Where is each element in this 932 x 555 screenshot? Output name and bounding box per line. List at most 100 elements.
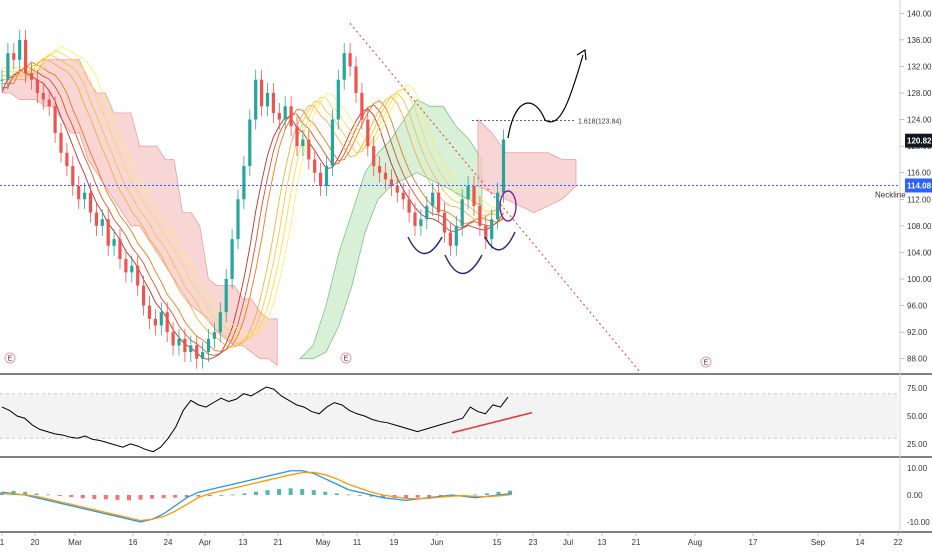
candle-body <box>65 152 69 167</box>
trendline-down <box>349 22 641 373</box>
macd-histogram-bar <box>254 491 258 495</box>
candle-body <box>395 186 399 193</box>
macd-histogram-bar <box>311 490 316 495</box>
breakout-circle <box>499 190 517 222</box>
macd-histogram-bar <box>57 495 62 497</box>
candle-body <box>431 192 435 206</box>
head-arc <box>444 254 483 274</box>
price-axis-label: 116.00 <box>907 169 931 178</box>
candle-body <box>319 172 323 186</box>
candle-body <box>130 265 134 273</box>
macd-histogram-bar <box>103 495 108 500</box>
ribbon-ma-line <box>2 65 504 356</box>
candle-body <box>83 192 87 200</box>
rsi-axis-label: 50.00 <box>907 412 928 421</box>
macd-histogram-bar <box>404 495 409 499</box>
candle-body <box>88 192 93 213</box>
candle-body <box>201 352 205 359</box>
candle-body <box>41 93 45 100</box>
right-shoulder-arc <box>484 231 516 251</box>
candle-body <box>307 139 311 160</box>
time-axis-label: 19 <box>390 538 399 547</box>
candle-body <box>271 93 275 113</box>
candle-body <box>407 199 411 213</box>
candle-body <box>383 172 388 180</box>
neckline-price-tag-bg <box>905 178 932 193</box>
price-axis-label: 112.00 <box>907 195 931 204</box>
macd-histogram-bar <box>161 495 166 499</box>
macd-histogram-bar <box>92 495 97 500</box>
candle-body <box>29 73 34 80</box>
time-axis-label: 23 <box>529 538 538 547</box>
price-axis-label: 140.00 <box>907 9 932 18</box>
price-axis-label: 136.00 <box>907 36 932 45</box>
candle-body <box>142 285 146 306</box>
macd-histogram-bar <box>508 490 512 495</box>
candle-body <box>59 132 63 153</box>
candle-body <box>472 186 476 206</box>
candle-body <box>118 239 122 260</box>
ribbon-ma-line <box>1 69 504 360</box>
macd-histogram-bar <box>219 495 224 496</box>
candle-body <box>260 79 264 107</box>
last-price-tag: 120.82 <box>907 137 932 146</box>
rsi-axis-label: 75.00 <box>907 384 928 393</box>
macd-histogram-bar <box>288 488 293 495</box>
macd-histogram-bar <box>357 495 362 496</box>
event-marker-circle <box>4 352 16 364</box>
time-axis-label: 16 <box>129 538 138 547</box>
candle-body <box>165 312 169 333</box>
macd-axis-label: 0.00 <box>907 491 923 500</box>
candle-body <box>94 212 98 226</box>
macd-histogram-bar <box>473 494 478 496</box>
time-axis-label: Jun <box>431 538 444 547</box>
time-axis-label: 15 <box>493 538 502 547</box>
macd-histogram-bar <box>323 491 328 495</box>
price-axis-label: 104.00 <box>907 248 932 257</box>
candle-body <box>18 39 22 60</box>
candle-body <box>100 219 104 226</box>
candle-body <box>265 93 270 107</box>
macd-histogram-bar <box>369 495 374 497</box>
candle-body <box>460 199 464 226</box>
projection-curve <box>507 54 584 139</box>
macd-histogram-bar <box>415 495 420 498</box>
candle-body <box>401 192 405 200</box>
candle-body <box>419 219 423 226</box>
time-axis-label: 21 <box>632 538 641 547</box>
candle-body <box>189 345 193 353</box>
macd-histogram-bar <box>127 495 131 501</box>
ribbon-ma-line <box>2 61 504 352</box>
candle-body <box>159 312 163 326</box>
candle-body <box>336 79 340 120</box>
macd-histogram-bar <box>69 495 74 498</box>
ribbon-ma-line <box>2 57 504 348</box>
fib-label: 1.618(123.84) <box>578 119 622 126</box>
price-axis-label: 88.00 <box>907 355 928 364</box>
macd-histogram-bar <box>277 489 282 495</box>
candle-body <box>53 106 57 133</box>
candle-body <box>236 199 240 240</box>
time-axis-label: 20 <box>31 538 40 547</box>
candle-body <box>295 126 299 147</box>
price-axis-label: 132.00 <box>907 62 932 71</box>
time-axis-label: Jul <box>563 538 573 547</box>
candle-body <box>277 112 281 120</box>
price-axis-label: 100.00 <box>907 275 932 284</box>
ribbon-ma-line <box>2 45 504 336</box>
candle-body <box>248 119 252 167</box>
rsi-band <box>0 393 900 439</box>
macd-histogram-bar <box>230 494 235 496</box>
macd-histogram-bar <box>138 495 143 500</box>
macd-histogram-bar <box>46 494 51 496</box>
macd-histogram-bar <box>334 493 339 495</box>
time-axis-label: Sep <box>811 538 826 547</box>
ribbon-ma-line <box>2 49 504 340</box>
time-axis-label: May <box>315 538 330 547</box>
candle-body <box>501 139 506 193</box>
rsi-axis-label: 25.00 <box>907 440 928 449</box>
time-axis-label: Mar <box>68 538 82 547</box>
candle-body <box>206 338 211 353</box>
price-axis-label: 92.00 <box>907 328 928 337</box>
